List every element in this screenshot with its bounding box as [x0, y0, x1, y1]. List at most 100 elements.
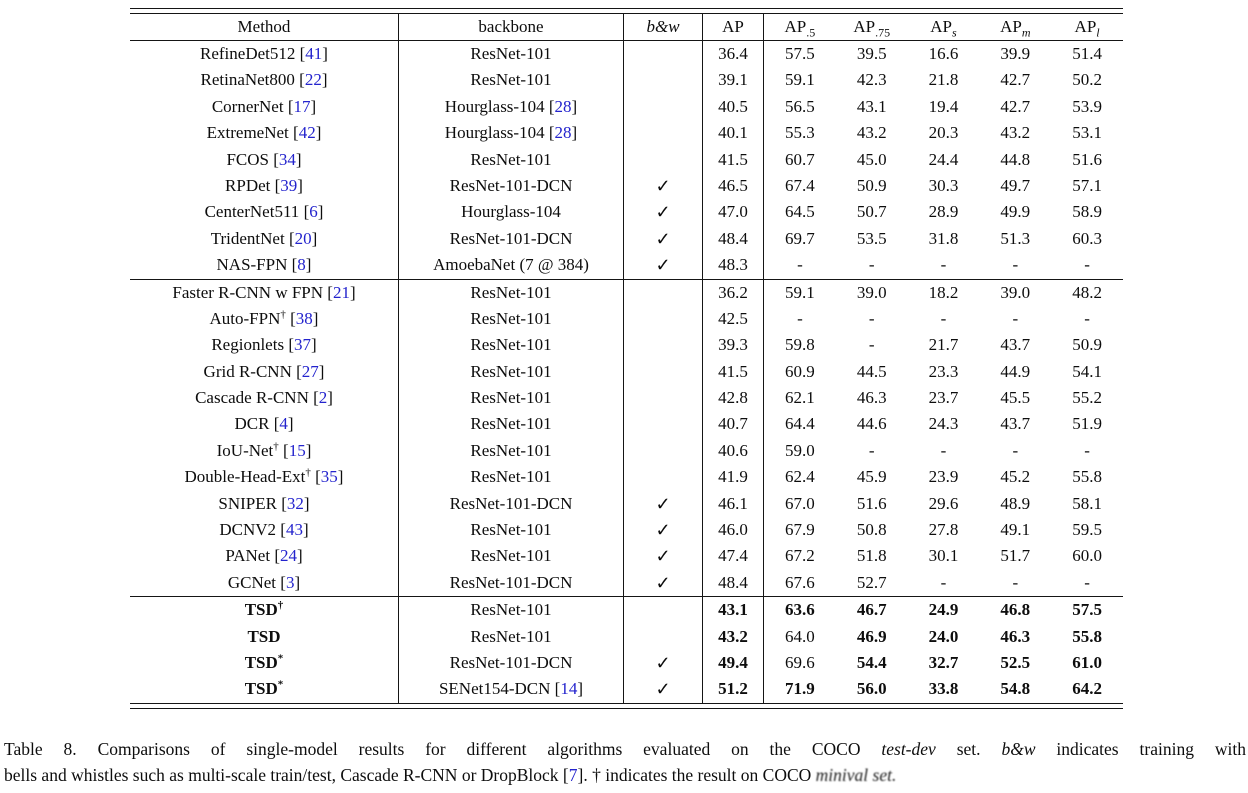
value-cell: 60.0 — [1051, 543, 1123, 569]
citation-link[interactable]: 24 — [279, 546, 297, 566]
table-row: Grid R-CNN [27] ResNet-101 41.5 60.9 44.5 23.… — [130, 358, 1123, 386]
citation-link[interactable]: 2 — [318, 388, 328, 408]
citation-link[interactable]: 15 — [288, 440, 306, 460]
value-cell: 51.2 — [703, 676, 764, 703]
citation-link[interactable]: 8 — [297, 255, 306, 275]
citation-link[interactable]: 41 — [305, 44, 323, 63]
value-cell: 21.8 — [908, 67, 980, 93]
value: 60.3 — [1072, 228, 1102, 248]
citation-link[interactable]: 39 — [280, 175, 298, 195]
citation-link[interactable]: 28 — [554, 96, 572, 116]
value: 20.3 — [928, 123, 959, 143]
value-cell: 55.3 — [764, 120, 836, 146]
citation-link[interactable]: 38 — [295, 308, 313, 328]
value-cell: 56.0 — [836, 676, 908, 702]
value-cell: 39.5 — [836, 41, 908, 67]
method-name: TridentNet — [210, 228, 285, 248]
value-cell: 59.1 — [764, 280, 836, 306]
method-superscript: * — [277, 678, 284, 691]
backbone-cell: Hourglass-104 [28] — [399, 120, 624, 147]
value-cell: 44.6 — [836, 411, 908, 437]
citation-link[interactable]: 14 — [560, 679, 578, 699]
value-cell: 69.6 — [764, 650, 836, 676]
method-name: IoU-Net — [216, 440, 274, 460]
value: - — [797, 308, 803, 328]
value: - — [1012, 308, 1019, 328]
header-apl-sub: l — [1096, 25, 1100, 40]
citation-link[interactable]: 43 — [285, 520, 303, 540]
method-name: FCOS — [226, 149, 269, 169]
value: 21.7 — [928, 335, 959, 355]
backbone-cell: ResNet-101 — [399, 67, 624, 94]
section-rule — [130, 596, 1123, 598]
value: - — [1084, 255, 1090, 275]
value: 62.1 — [785, 388, 815, 408]
value: - — [797, 255, 803, 275]
value: 44.5 — [856, 361, 887, 381]
citation-link[interactable]: 22 — [304, 70, 322, 90]
citation-link[interactable]: 42 — [298, 123, 316, 143]
bw-cell — [624, 623, 703, 650]
citation-link[interactable]: 35 — [320, 467, 338, 487]
backbone-name: Hourglass-104 — [461, 202, 561, 222]
value-cell: 55.8 — [1051, 624, 1123, 650]
value-cell: 44.8 — [979, 147, 1051, 173]
caption-text: indicates training with — [1035, 739, 1246, 759]
citation-link[interactable]: 37 — [293, 335, 311, 355]
table-bottom-rule — [130, 702, 1123, 709]
value: 21.8 — [928, 70, 959, 90]
value-cell: 36.2 — [703, 279, 764, 306]
value: 50.2 — [1072, 70, 1102, 90]
value-cell: 48.9 — [979, 491, 1051, 517]
citation-link[interactable]: 17 — [293, 96, 311, 116]
backbone-cell: ResNet-101 — [399, 543, 624, 570]
value-cell: 50.2 — [1051, 67, 1123, 93]
value: 43.1 — [856, 96, 887, 116]
value-cell: 52.7 — [836, 570, 908, 596]
citation-link[interactable]: 4 — [279, 414, 288, 434]
value: 63.6 — [785, 600, 815, 620]
value-cell: 67.9 — [764, 517, 836, 543]
column-header-apm: APm — [979, 14, 1051, 40]
header-ap-base: AP — [930, 17, 953, 36]
value: 67.2 — [785, 546, 815, 566]
value-cell: 55.8 — [1051, 464, 1123, 490]
value-cell: 50.8 — [836, 517, 908, 543]
value: 46.3 — [1000, 626, 1031, 646]
value: - — [1012, 440, 1019, 460]
backbone-name: ResNet-101 — [470, 149, 552, 169]
method-cell: DCNV2 [43] — [130, 517, 399, 544]
backbone-cell: ResNet-101 — [399, 41, 624, 68]
value-cell: 48.2 — [1051, 280, 1123, 306]
method-superscript: † — [280, 308, 286, 321]
citation-link[interactable]: 6 — [309, 202, 318, 222]
citation-link[interactable]: 20 — [294, 228, 312, 248]
value: 50.8 — [856, 520, 887, 540]
backbone-name: ResNet-101 — [470, 388, 552, 408]
value-cell: 49.9 — [979, 199, 1051, 225]
value: 54.8 — [1000, 679, 1031, 699]
citation-link[interactable]: 34 — [278, 149, 296, 169]
value-cell: 48.4 — [703, 225, 764, 253]
value-cell: 46.0 — [703, 517, 764, 544]
value-cell: 49.4 — [703, 649, 764, 677]
citation-link[interactable]: 28 — [554, 123, 572, 143]
backbone-cell: ResNet-101 — [399, 146, 624, 173]
bw-cell: ✓ — [624, 199, 703, 226]
citation-link[interactable]: 27 — [301, 361, 319, 381]
value: 41.5 — [718, 361, 748, 381]
value-cell: 36.4 — [703, 41, 764, 68]
citation-link[interactable]: 7 — [568, 765, 578, 785]
value: - — [1084, 308, 1090, 328]
method-cell: TridentNet [20] — [130, 225, 399, 253]
citation-link[interactable]: 21 — [332, 282, 350, 302]
value-cell: 30.1 — [908, 543, 980, 569]
checkmark-icon: ✓ — [655, 652, 671, 673]
citation-link[interactable]: 3 — [285, 572, 295, 592]
value: 53.1 — [1072, 123, 1102, 143]
method-name: DCR — [234, 414, 270, 434]
value-cell: 40.7 — [703, 411, 764, 438]
value: - — [940, 308, 947, 328]
bw-cell: ✓ — [624, 172, 703, 200]
citation-link[interactable]: 32 — [286, 493, 304, 513]
